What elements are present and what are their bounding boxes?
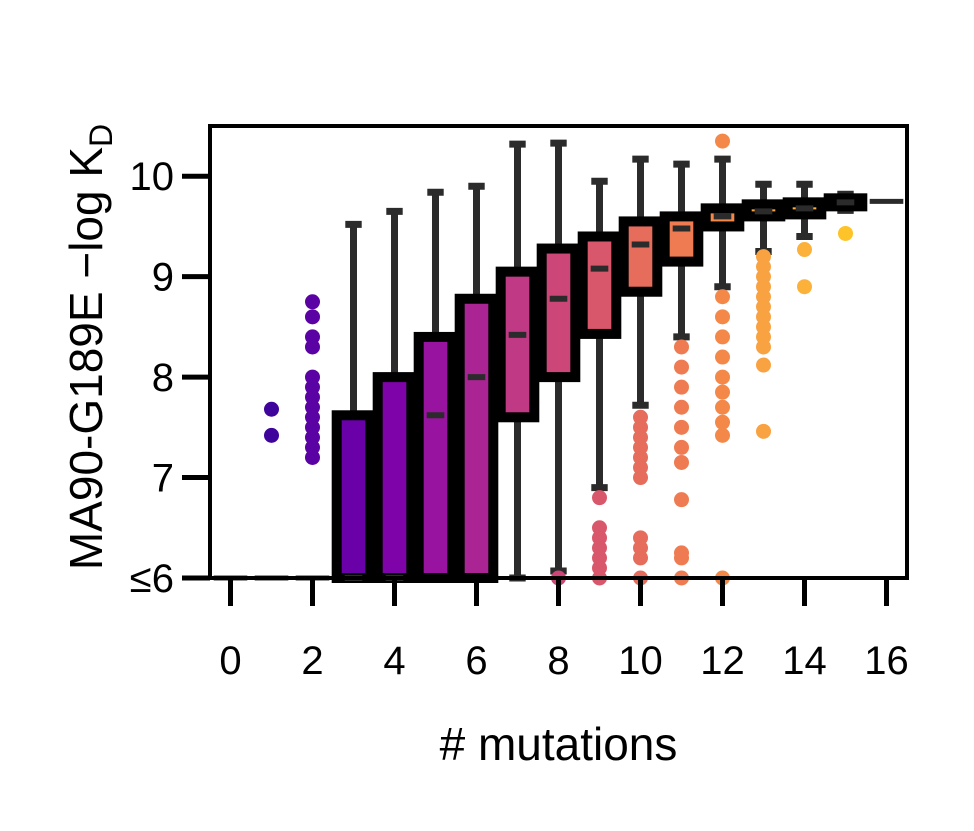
outlier-point <box>756 249 771 265</box>
outlier-point <box>715 329 730 345</box>
box-body <box>659 211 704 267</box>
box-body <box>618 216 663 297</box>
outlier-point <box>715 349 730 365</box>
x-axis-label: # mutations <box>440 718 678 770</box>
outlier-point <box>715 309 730 325</box>
x-axis: 0 2 4 6 8 10 12 14 16 <box>219 578 909 683</box>
outlier-point <box>674 492 689 508</box>
outlier-point <box>305 294 320 310</box>
outlier-point <box>305 329 320 345</box>
box-body <box>331 410 376 583</box>
outlier-point <box>715 289 730 305</box>
outlier-point <box>756 357 771 373</box>
box-group <box>454 182 499 583</box>
x-tick-label: 16 <box>864 639 909 683</box>
outlier-point <box>674 379 689 395</box>
box-group <box>254 401 289 581</box>
box-group <box>618 155 663 586</box>
x-tick-label: 10 <box>618 639 663 683</box>
boxes-layer <box>213 133 904 586</box>
box-body <box>536 243 581 383</box>
outlier-point <box>305 309 320 325</box>
x-tick-label: 2 <box>301 639 323 683</box>
y-tick-label: 10 <box>130 155 175 199</box>
outlier-point <box>715 399 730 415</box>
outlier-point <box>715 414 730 430</box>
box-body <box>577 231 622 339</box>
outlier-point <box>633 409 648 425</box>
box-group <box>372 207 417 583</box>
outlier-point <box>715 427 730 443</box>
outlier-point <box>592 520 607 536</box>
outlier-point <box>715 369 730 385</box>
box-group <box>413 188 458 583</box>
box-group <box>823 190 868 241</box>
y-tick-label: ≤6 <box>130 557 174 601</box>
box-body <box>372 372 417 583</box>
x-tick-label: 12 <box>700 639 745 683</box>
x-tick-label: 4 <box>383 639 405 683</box>
box-body <box>454 293 499 583</box>
y-axis-label-main: MA90-G189E −log K <box>60 147 112 571</box>
box-group <box>295 294 330 581</box>
outlier-point <box>305 369 320 385</box>
box-body <box>495 266 540 423</box>
y-tick-label: 7 <box>152 457 174 501</box>
outlier-point <box>674 399 689 415</box>
x-tick-label: 8 <box>547 639 569 683</box>
outlier-point <box>633 530 648 546</box>
box-group <box>700 133 745 586</box>
outlier-point <box>715 133 730 149</box>
y-tick-label: 9 <box>152 256 174 300</box>
outlier-point <box>674 545 689 561</box>
outlier-point <box>674 454 689 470</box>
outlier-point <box>674 339 689 355</box>
box-group <box>536 139 581 586</box>
outlier-point <box>264 427 279 443</box>
box-group <box>495 140 540 582</box>
box-group <box>659 160 704 586</box>
outlier-point <box>756 423 771 439</box>
outlier-point <box>264 401 279 417</box>
outlier-point <box>592 490 607 506</box>
outlier-point <box>797 279 812 295</box>
box-group <box>741 180 786 439</box>
outlier-point <box>838 225 853 241</box>
x-tick-label: 14 <box>782 639 827 683</box>
box-group <box>331 220 376 583</box>
y-axis: ≤6 7 8 9 10 <box>130 155 210 601</box>
x-tick-label: 0 <box>219 639 241 683</box>
outlier-point <box>674 419 689 435</box>
box-body <box>413 331 458 583</box>
outlier-point <box>674 359 689 375</box>
y-axis-label-subscript: D <box>83 124 119 147</box>
x-tick-label: 6 <box>465 639 487 683</box>
box-group <box>782 180 827 295</box>
outlier-point <box>674 439 689 455</box>
box-group <box>577 177 622 586</box>
y-axis-label: MA90-G189E −log KD <box>60 124 119 570</box>
outlier-point <box>797 242 812 258</box>
outlier-point <box>715 384 730 400</box>
y-tick-label: 8 <box>152 356 174 400</box>
